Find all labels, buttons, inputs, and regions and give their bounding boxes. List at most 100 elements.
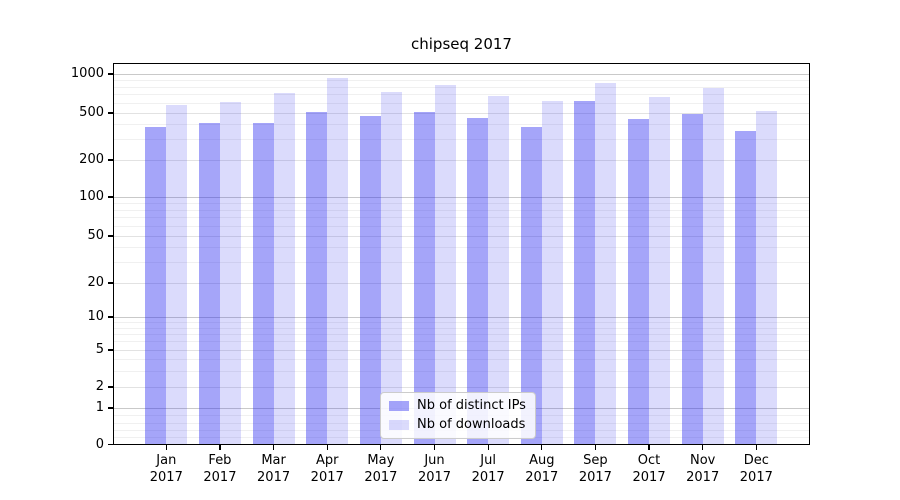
y-tick-label: 1 <box>95 400 104 415</box>
y-tick-label: 500 <box>79 105 104 120</box>
x-tick-year: 2017 <box>149 469 183 485</box>
bar-downloads <box>595 83 617 445</box>
bar-distinct-ips <box>145 127 167 445</box>
y-tick-mark <box>108 112 113 114</box>
bar-downloads <box>273 92 295 445</box>
y-tick-label: 50 <box>87 228 104 243</box>
minor-gridline <box>113 202 810 204</box>
x-tick-year: 2017 <box>578 469 612 485</box>
x-tick-mark <box>594 445 596 450</box>
y-tick-label: 0 <box>95 436 104 452</box>
minor-gridline <box>113 79 810 81</box>
bar-distinct-ips <box>359 116 381 445</box>
y-tick-mark <box>108 316 113 318</box>
minor-gridline <box>113 327 810 329</box>
y-tick-mark <box>108 282 113 284</box>
x-tick-label: Jan 2017 <box>134 453 198 486</box>
major-gridline <box>113 350 810 351</box>
bar-downloads <box>488 96 510 445</box>
x-tick-month: Feb <box>208 453 232 468</box>
x-tick-label: May 2017 <box>349 453 413 486</box>
x-tick-year: 2017 <box>686 469 720 485</box>
x-tick-mark <box>380 445 382 450</box>
major-gridline <box>113 317 810 318</box>
minor-gridline <box>113 209 810 211</box>
plot-area <box>113 63 810 445</box>
bar-downloads <box>327 78 349 445</box>
minor-gridline <box>113 333 810 335</box>
x-tick-year: 2017 <box>471 469 505 485</box>
minor-gridline <box>113 341 810 343</box>
x-tick-month: Nov <box>690 453 716 468</box>
x-tick-year: 2017 <box>310 469 344 485</box>
major-gridline <box>113 197 810 198</box>
x-tick-mark <box>433 445 436 450</box>
x-tick-month: Dec <box>743 453 769 468</box>
y-tick-mark <box>108 407 113 409</box>
bar-downloads <box>434 85 456 445</box>
x-tick-mark <box>648 445 650 450</box>
legend-swatch-distinct-ips <box>389 400 409 411</box>
y-tick-mark <box>108 196 113 198</box>
x-tick-month: Jan <box>156 453 177 468</box>
y-tick-label: 200 <box>79 152 104 167</box>
y-tick-mark <box>108 73 113 75</box>
major-gridline <box>113 74 810 75</box>
minor-gridline <box>113 217 810 219</box>
x-tick-label: Nov 2017 <box>671 453 735 486</box>
y-tick-label: 5 <box>95 342 104 357</box>
x-tick-label: Jun 2017 <box>403 453 467 486</box>
x-tick-mark <box>487 445 489 450</box>
x-tick-mark <box>326 445 328 450</box>
x-tick-month: Mar <box>261 453 286 468</box>
x-tick-label: Dec 2017 <box>724 453 788 486</box>
y-tick-mark <box>108 443 113 446</box>
x-tick-year: 2017 <box>257 469 291 485</box>
legend-swatch-downloads <box>389 419 409 430</box>
y-tick-label: 10 <box>87 309 104 324</box>
minor-gridline <box>113 262 810 264</box>
bar-distinct-ips <box>735 131 757 445</box>
major-gridline <box>113 113 810 114</box>
bar-downloads <box>219 102 241 445</box>
minor-gridline <box>113 139 810 141</box>
x-tick-month: Sep <box>583 453 608 468</box>
x-tick-mark <box>755 445 757 450</box>
x-tick-month: May <box>367 453 395 468</box>
bar-distinct-ips <box>628 118 650 445</box>
minor-gridline <box>113 370 810 372</box>
x-tick-label: Oct 2017 <box>617 453 681 486</box>
x-tick-label: Apr 2017 <box>295 453 359 486</box>
minor-gridline <box>113 102 810 104</box>
major-gridline <box>113 283 810 284</box>
major-gridline <box>113 160 810 161</box>
y-tick-mark <box>108 386 113 388</box>
bar-downloads <box>166 105 188 445</box>
bar-distinct-ips <box>413 111 435 445</box>
bar-distinct-ips <box>574 101 596 445</box>
y-tick-mark <box>108 235 113 237</box>
y-tick-label: 1000 <box>70 66 104 81</box>
x-tick-month: Oct <box>637 453 661 468</box>
minor-gridline <box>113 225 810 227</box>
x-tick-year: 2017 <box>203 469 237 485</box>
bar-downloads <box>649 96 671 445</box>
y-tick-label: 100 <box>79 189 104 204</box>
x-tick-label: Sep 2017 <box>563 453 627 486</box>
minor-gridline <box>113 124 810 126</box>
chart-title: chipseq 2017 <box>411 35 512 53</box>
legend: Nb of distinct IPs Nb of downloads <box>380 392 536 439</box>
x-tick-mark <box>272 445 275 450</box>
bar-downloads <box>756 111 778 445</box>
x-tick-year: 2017 <box>364 469 398 485</box>
x-tick-label: Feb 2017 <box>188 453 252 486</box>
minor-gridline <box>113 86 810 88</box>
bar-distinct-ips <box>306 111 328 445</box>
legend-label-downloads: Nb of downloads <box>417 417 526 432</box>
x-tick-month: Jul <box>480 453 496 468</box>
x-tick-mark <box>219 445 221 450</box>
x-tick-year: 2017 <box>417 469 452 485</box>
x-tick-month: Aug <box>529 453 555 468</box>
y-tick-mark <box>108 349 113 351</box>
